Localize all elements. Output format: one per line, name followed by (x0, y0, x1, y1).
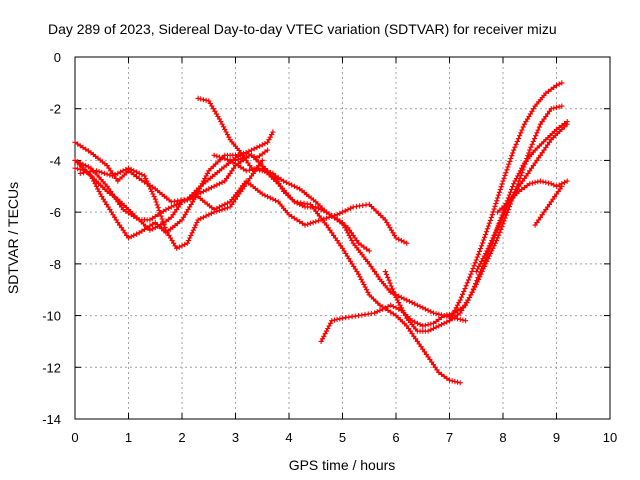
data-series (72, 80, 570, 386)
series-sat-m (495, 178, 570, 215)
x-tick-label: 5 (339, 430, 346, 445)
series-markers (318, 103, 565, 344)
series-sat-n (532, 183, 565, 228)
x-tick-label: 7 (446, 430, 453, 445)
x-tick-label: 6 (392, 430, 399, 445)
y-tick-label: 0 (54, 50, 61, 65)
x-tick-label: 2 (178, 430, 185, 445)
y-axis-label: SDTVAR / TECUs (5, 182, 21, 294)
series-sat-l (473, 121, 570, 275)
y-tick-label: -12 (42, 360, 61, 375)
y-tick-labels: 0 -2 -4 -6 -8 -10 -12 -14 (42, 50, 61, 427)
y-tick-label: -4 (49, 153, 61, 168)
y-tick-label: -8 (49, 257, 61, 272)
series-markers (77, 157, 265, 251)
series-markers (495, 178, 570, 215)
x-tick-label: 10 (603, 430, 617, 445)
series-sat-d (77, 157, 265, 251)
x-tick-label: 0 (71, 430, 78, 445)
x-tick-label: 9 (553, 430, 560, 445)
x-tick-label: 1 (125, 430, 132, 445)
series-sat-k (446, 80, 565, 324)
y-tick-label: -6 (49, 205, 61, 220)
series-line (534, 185, 563, 226)
series-sat-h (232, 152, 469, 324)
series-markers (532, 183, 565, 228)
chart-title: Day 289 of 2023, Sidereal Day-to-day VTE… (48, 21, 557, 37)
x-tick-label: 3 (232, 430, 239, 445)
series-markers (473, 121, 570, 275)
x-tick-label: 4 (285, 430, 292, 445)
series-sat-g (211, 152, 463, 386)
x-axis-label: GPS time / hours (289, 457, 396, 473)
y-tick-label: -14 (42, 412, 61, 427)
series-markers (72, 129, 276, 205)
series-sat-i (318, 103, 565, 344)
x-tick-label: 8 (499, 430, 506, 445)
series-markers (232, 152, 469, 324)
series-sat-a (72, 129, 276, 205)
series-line (320, 105, 563, 343)
y-tick-label: -10 (42, 309, 61, 324)
x-tick-labels: 0 1 2 3 4 5 6 7 8 9 10 (71, 430, 617, 445)
series-markers (211, 152, 463, 386)
y-tick-label: -2 (49, 102, 61, 117)
series-markers (446, 80, 565, 324)
